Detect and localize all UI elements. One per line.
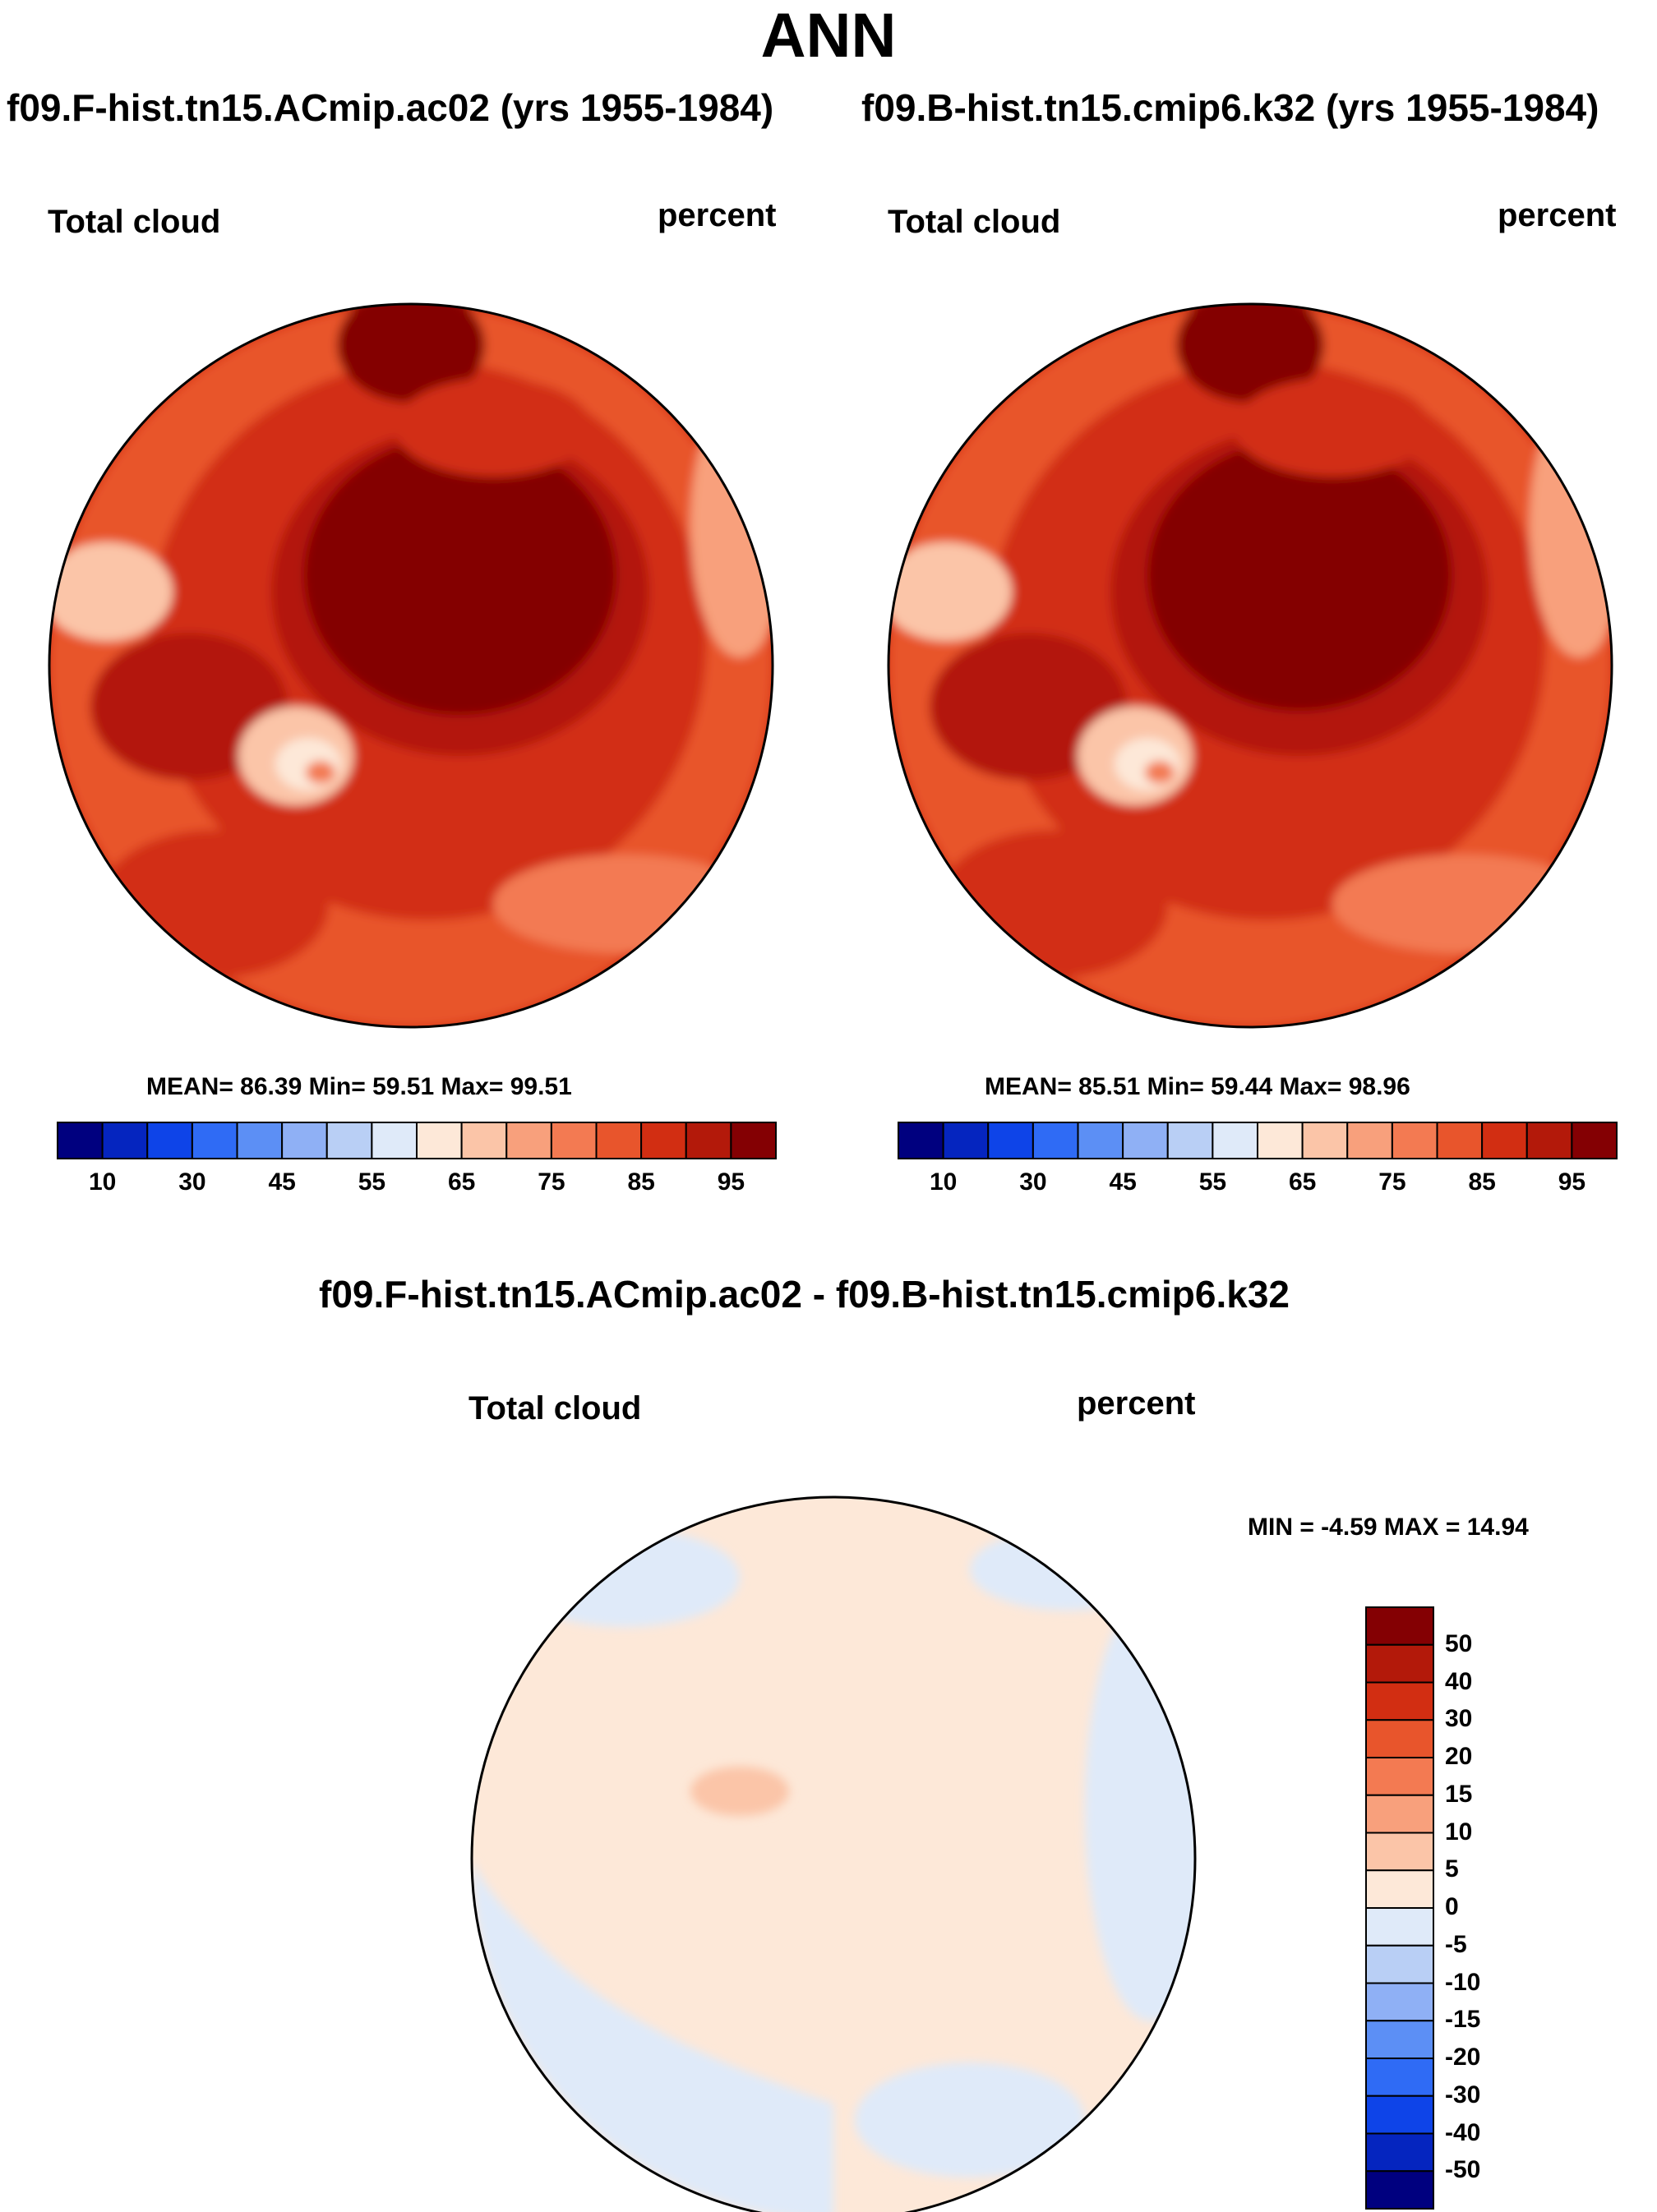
- colorbar-swatch: [281, 1122, 328, 1159]
- colorbar-tick-label: 45: [268, 1168, 296, 1196]
- colorbar-swatch: [1365, 1794, 1434, 1834]
- colorbar-swatch: [1346, 1122, 1393, 1159]
- colorbar-tick-label: 10: [1445, 1818, 1473, 1846]
- colorbar-swatch: [1391, 1122, 1438, 1159]
- colorbar-tick-label: 20: [1445, 1743, 1473, 1770]
- colorbar-tick-label: 85: [1468, 1168, 1496, 1196]
- colorbar-swatch: [1032, 1122, 1079, 1159]
- colorbar-swatch: [236, 1122, 284, 1159]
- colorbar-swatch: [1365, 2170, 1434, 2210]
- colorbar-tick-label: 55: [1198, 1168, 1227, 1196]
- panel-1-stats: MEAN= 86.39 Min= 59.51 Max= 99.51: [146, 1073, 572, 1100]
- colorbar-swatch: [1365, 1606, 1434, 1646]
- colorbar-swatch: [1122, 1122, 1169, 1159]
- colorbar-tick-label: 5: [1445, 1855, 1459, 1883]
- colorbar-swatch: [1365, 1869, 1434, 1909]
- colorbar-tick-label: -50: [1445, 2156, 1481, 2184]
- diff-units-label: percent: [1077, 1385, 1196, 1422]
- colorbar-tick-label: 30: [1019, 1168, 1047, 1196]
- colorbar-tick-label: 50: [1445, 1629, 1473, 1657]
- colorbar-tick-label: 75: [538, 1168, 565, 1196]
- colorbar-swatch: [1365, 1944, 1434, 1984]
- colorbar-swatch: [505, 1122, 552, 1159]
- colorbar-tick-label: -10: [1445, 1968, 1481, 1996]
- colorbar-swatch: [57, 1122, 104, 1159]
- diff-variable-label: Total cloud: [468, 1390, 642, 1426]
- colorbar-tick-label: 45: [1109, 1168, 1137, 1196]
- colorbar-swatch: [191, 1122, 238, 1159]
- figure-title: ANN: [760, 1, 897, 71]
- colorbar-swatch: [1365, 2058, 1434, 2097]
- colorbar-tick-label: 10: [88, 1168, 117, 1196]
- colorbar-tick-label: 15: [1445, 1780, 1473, 1808]
- colorbar-swatch: [987, 1122, 1034, 1159]
- colorbar-swatch: [730, 1122, 777, 1159]
- colorbar-swatch: [101, 1122, 149, 1159]
- colorbar-tick-label: 65: [447, 1168, 476, 1196]
- colorbar-swatch: [1571, 1122, 1618, 1159]
- colorbar-swatch: [1365, 2132, 1434, 2173]
- colorbar-tick-label: 65: [1288, 1168, 1317, 1196]
- colorbar-swatch: [1077, 1122, 1124, 1159]
- panel-2-variable-label: Total cloud: [888, 204, 1061, 240]
- colorbar-swatch: [1365, 1757, 1434, 1796]
- colorbar-1: [57, 1122, 777, 1159]
- colorbar-tick-label: -20: [1445, 2044, 1481, 2071]
- colorbar-tick-label: -30: [1445, 2081, 1481, 2108]
- panel-2-map: [887, 302, 1613, 1029]
- colorbar-swatch: [1365, 1832, 1434, 1872]
- colorbar-swatch: [942, 1122, 990, 1159]
- colorbar-tick-label: 40: [1445, 1667, 1473, 1695]
- colorbar-diff: [1365, 1606, 1434, 2210]
- panel-1-case-title: f09.F-hist.tn15.ACmip.ac02 (yrs 1955-198…: [7, 86, 774, 129]
- colorbar-tick-label: 55: [358, 1168, 386, 1196]
- colorbar-swatch: [1525, 1122, 1573, 1159]
- colorbar-tick-label: 0: [1445, 1893, 1459, 1920]
- panel-1-map: [48, 302, 774, 1029]
- colorbar-swatch: [1166, 1122, 1214, 1159]
- colorbar-tick-label: 85: [627, 1168, 655, 1196]
- colorbar-tick-label: 95: [717, 1168, 745, 1196]
- colorbar-swatch: [1436, 1122, 1484, 1159]
- colorbar-swatch: [1365, 1982, 1434, 2022]
- colorbar-swatch: [325, 1122, 373, 1159]
- colorbar-swatch: [1365, 1643, 1434, 1684]
- colorbar-swatch: [1481, 1122, 1528, 1159]
- colorbar-swatch: [1257, 1122, 1304, 1159]
- colorbar-swatch: [1365, 2020, 1434, 2059]
- colorbar-swatch: [371, 1122, 418, 1159]
- panel-1-units-label: percent: [658, 197, 777, 233]
- colorbar-swatch: [416, 1122, 463, 1159]
- colorbar-tick-label: 75: [1378, 1168, 1406, 1196]
- colorbar-swatch: [1212, 1122, 1258, 1159]
- colorbar-swatch: [685, 1122, 732, 1159]
- colorbar-swatch: [1365, 2094, 1434, 2135]
- colorbar-2: [898, 1122, 1618, 1159]
- colorbar-swatch: [146, 1122, 193, 1159]
- diff-title: f09.F-hist.tn15.ACmip.ac02 - f09.B-hist.…: [319, 1273, 1290, 1316]
- colorbar-swatch: [1301, 1122, 1349, 1159]
- colorbar-swatch: [898, 1122, 944, 1159]
- diff-min-max: MIN = -4.59 MAX = 14.94: [1248, 1514, 1529, 1541]
- colorbar-swatch: [460, 1122, 508, 1159]
- panel-2-stats: MEAN= 85.51 Min= 59.44 Max= 98.96: [985, 1073, 1410, 1100]
- colorbar-swatch: [1365, 1719, 1434, 1758]
- colorbar-tick-label: -5: [1445, 1930, 1467, 1958]
- colorbar-tick-label: 30: [178, 1168, 206, 1196]
- colorbar-tick-label: -40: [1445, 2118, 1481, 2146]
- colorbar-tick-label: -15: [1445, 2006, 1481, 2034]
- panel-2-units-label: percent: [1498, 197, 1617, 233]
- diff-map: [470, 1495, 1197, 2212]
- colorbar-tick-label: 30: [1445, 1705, 1473, 1733]
- colorbar-swatch: [550, 1122, 598, 1159]
- panel-2-case-title: f09.B-hist.tn15.cmip6.k32 (yrs 1955-1984…: [861, 86, 1599, 129]
- colorbar-swatch: [640, 1122, 687, 1159]
- colorbar-swatch: [1365, 1907, 1434, 1947]
- colorbar-tick-label: 10: [929, 1168, 958, 1196]
- colorbar-tick-label: 95: [1558, 1168, 1586, 1196]
- panel-1-variable-label: Total cloud: [48, 204, 221, 240]
- colorbar-swatch: [595, 1122, 643, 1159]
- colorbar-swatch: [1365, 1681, 1434, 1721]
